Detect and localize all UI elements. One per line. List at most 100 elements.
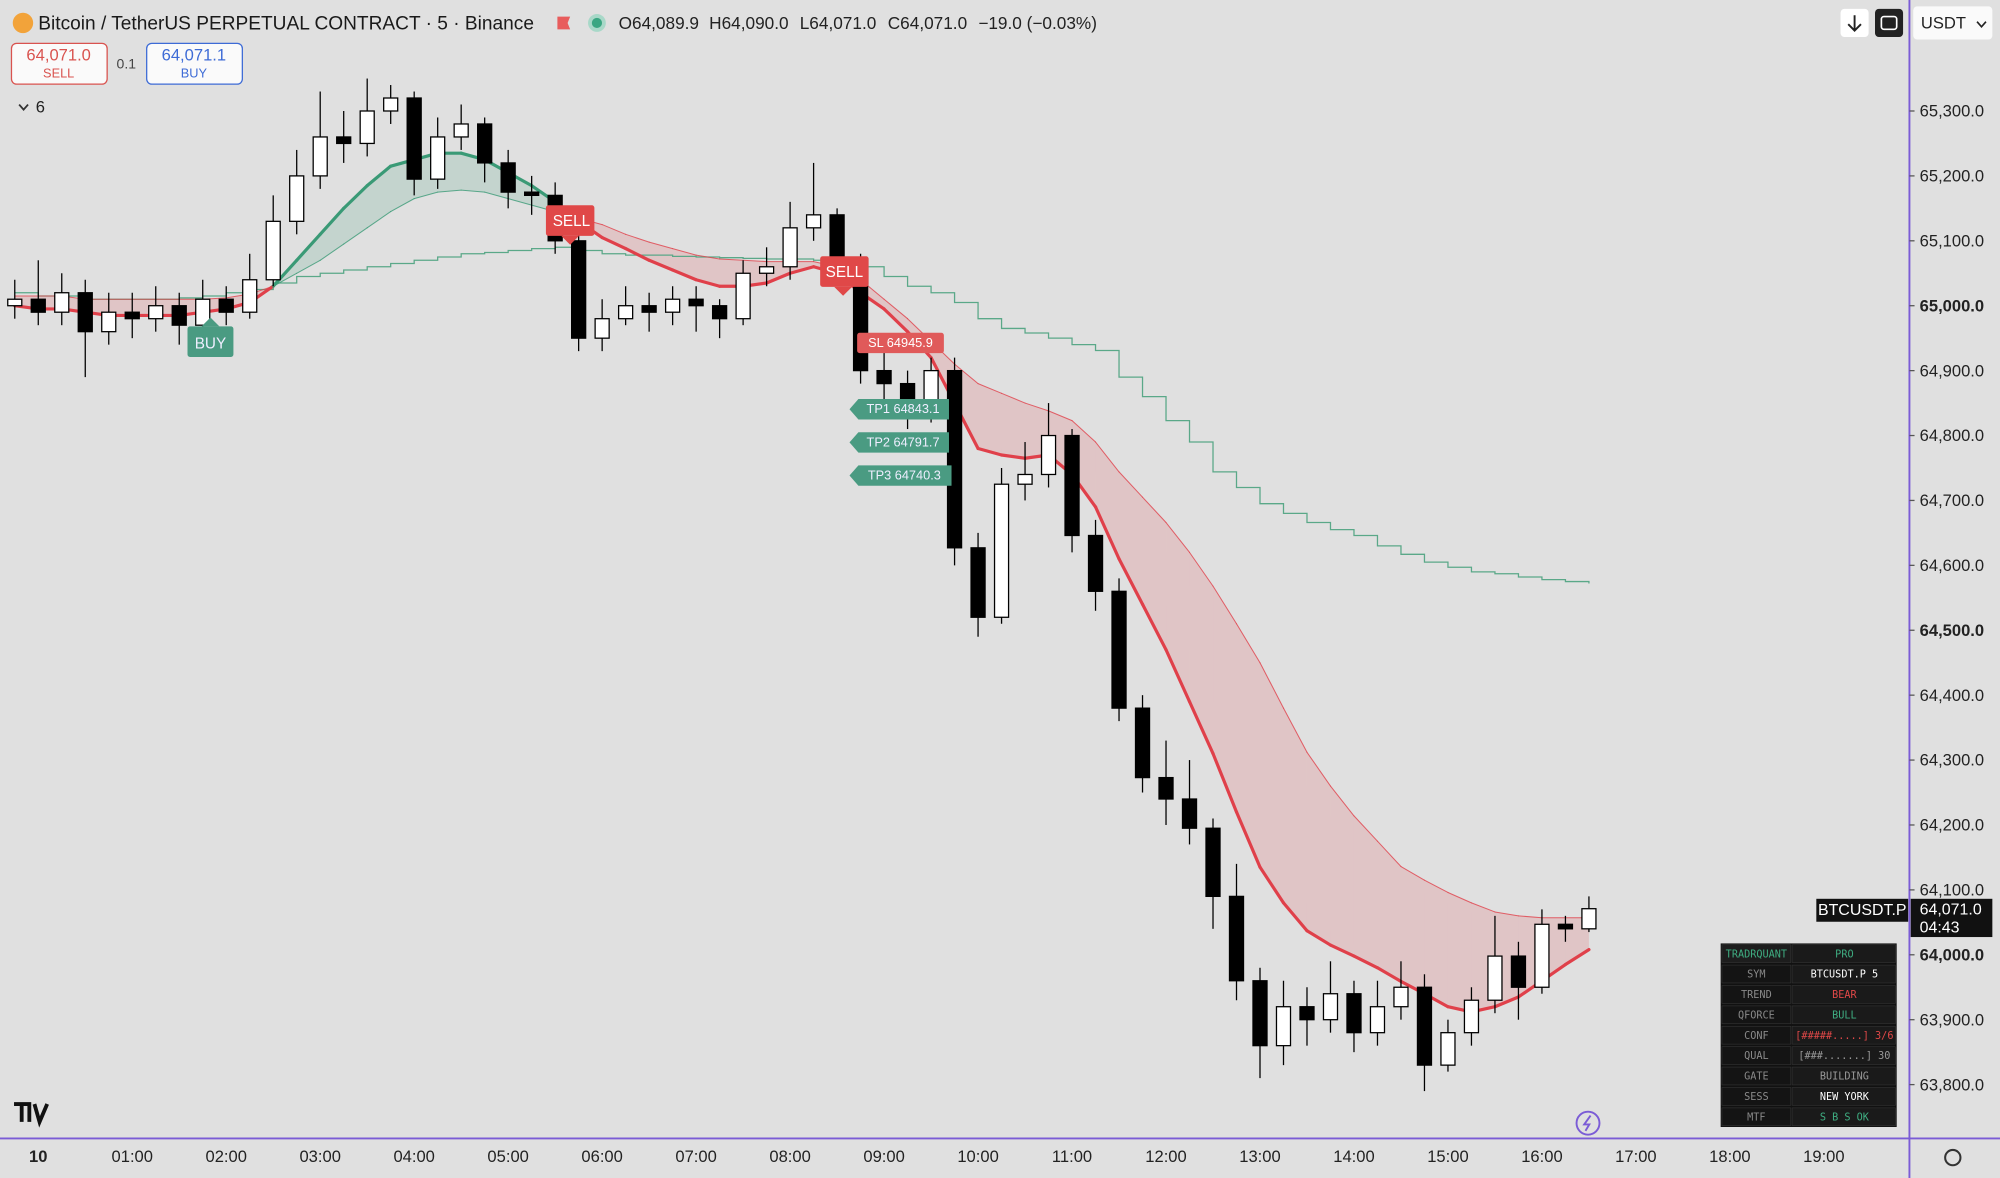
candle-body — [1299, 1006, 1315, 1021]
candle-body — [570, 240, 587, 339]
trend-band — [1166, 522, 1190, 702]
sell-price[interactable]: 64,071.0 — [26, 45, 91, 64]
candle-body — [1252, 980, 1268, 1047]
trend-band — [625, 234, 650, 261]
candle-body — [1111, 590, 1127, 709]
trend-baseline — [719, 258, 744, 261]
trend-line — [1281, 901, 1309, 933]
y-tick-label: 63,900.0 — [1920, 1010, 1985, 1029]
candle-body — [77, 292, 93, 333]
trend-baseline — [1095, 441, 1120, 473]
candle-body — [1040, 434, 1057, 476]
candle-body — [101, 311, 117, 333]
table-value-cell — [1791, 964, 1896, 984]
table-key: SYM — [1747, 970, 1765, 981]
trend-band — [1260, 662, 1284, 903]
y-tick-label: 64,000.0 — [1920, 945, 1985, 964]
take-profit-label: TP1 64843.1 — [867, 401, 940, 416]
x-tick-label: 09:00 — [863, 1147, 904, 1166]
take-profit-label: TP3 64740.3 — [868, 468, 941, 483]
ohlc-low: L64,071.0 — [800, 13, 877, 33]
axes: 63,800.0 63,900.0 64,000.0 64,100.0 64,200.0… — [29, 102, 1984, 1166]
trend-line — [1305, 929, 1333, 947]
trend-baseline — [366, 211, 392, 229]
candle-body — [594, 318, 610, 339]
trend-baseline — [272, 272, 298, 287]
trend-line — [342, 184, 369, 210]
trend-line — [976, 446, 1004, 457]
trend-band — [1095, 442, 1120, 559]
table-key: TREND — [1741, 990, 1772, 1001]
trend-band — [1119, 471, 1143, 605]
trend-baseline — [695, 254, 721, 260]
buy-price[interactable]: 64,071.1 — [162, 45, 227, 64]
candle-body — [171, 305, 187, 326]
trend-band — [602, 224, 626, 249]
trend-baseline — [296, 259, 321, 274]
trend-line — [788, 265, 816, 275]
trend-baseline — [954, 363, 979, 385]
candle-body — [453, 123, 469, 138]
x-tick-label: 06:00 — [581, 1147, 622, 1166]
currency-select[interactable] — [1913, 6, 1993, 40]
table-key-cell — [1721, 985, 1792, 1004]
y-tick-label: 63,800.0 — [1920, 1075, 1985, 1094]
sell-button[interactable] — [10, 42, 108, 85]
candle-body — [1181, 798, 1198, 829]
x-tick-label: 17:00 — [1615, 1147, 1656, 1166]
indicator-count[interactable]: 6 — [36, 98, 45, 117]
candle-body — [524, 191, 540, 197]
sell-signal — [820, 256, 869, 287]
fullscreen-button[interactable] — [1875, 8, 1904, 37]
candle-body — [30, 298, 46, 313]
candle-body — [1087, 534, 1104, 592]
settings-button[interactable] — [1944, 1148, 1962, 1167]
price-tag — [1910, 898, 1993, 938]
buy-button-label[interactable]: BUY — [181, 65, 208, 80]
trend-line — [694, 278, 722, 288]
sell-button-label[interactable]: SELL — [43, 65, 74, 80]
y-tick-label: 64,900.0 — [1920, 361, 1985, 380]
table-value-cell — [1791, 944, 1896, 963]
trend-line — [1140, 602, 1168, 652]
trend-baseline — [1376, 840, 1402, 868]
table-key-cell — [1721, 1025, 1792, 1045]
trend-baseline — [1118, 471, 1144, 498]
buy-signal — [187, 326, 234, 357]
candle-body — [7, 298, 23, 307]
trend-line — [1352, 954, 1380, 970]
trend-line — [1563, 948, 1591, 967]
trend-baseline — [1001, 392, 1026, 404]
x-tick-label: 19:00 — [1803, 1147, 1844, 1166]
flag-icon — [557, 16, 571, 30]
price-tag-value: 64,071.0 — [1920, 901, 1982, 918]
lightning-button[interactable] — [1575, 1110, 1601, 1136]
trend-baseline — [484, 191, 509, 200]
trend-baseline — [1235, 623, 1261, 664]
collapse-icon[interactable] — [18, 103, 29, 111]
annotations: BUY SELL SELL SL 64945.9 TP1 64843.1 TP2… — [187, 205, 952, 486]
table-value: [###.......] 30 — [1798, 1051, 1890, 1062]
buy-button[interactable] — [146, 42, 243, 85]
trend-line — [647, 258, 675, 272]
table-value-cell — [1791, 1005, 1896, 1025]
x-tick-label: 13:00 — [1239, 1147, 1280, 1166]
trend-baseline — [1071, 420, 1097, 443]
take-profit-label: TP2 64791.7 — [867, 434, 940, 449]
take-profit — [849, 465, 952, 486]
lightning-icon — [1582, 1114, 1592, 1132]
trend-line — [999, 453, 1027, 460]
trend-line — [600, 235, 628, 251]
candle-body — [289, 175, 305, 222]
trend-baseline — [1470, 902, 1496, 913]
table-key: SESS — [1744, 1092, 1769, 1103]
candle-body — [1440, 1032, 1456, 1066]
candle-body — [1228, 895, 1245, 982]
trend-baseline — [672, 248, 697, 256]
sell-pointer — [561, 235, 580, 245]
trend-band — [1283, 708, 1307, 931]
quantity[interactable]: 0.1 — [117, 56, 137, 72]
currency-label[interactable]: USDT — [1921, 14, 1966, 33]
candle-body — [664, 298, 681, 313]
trend-baseline — [507, 198, 533, 206]
